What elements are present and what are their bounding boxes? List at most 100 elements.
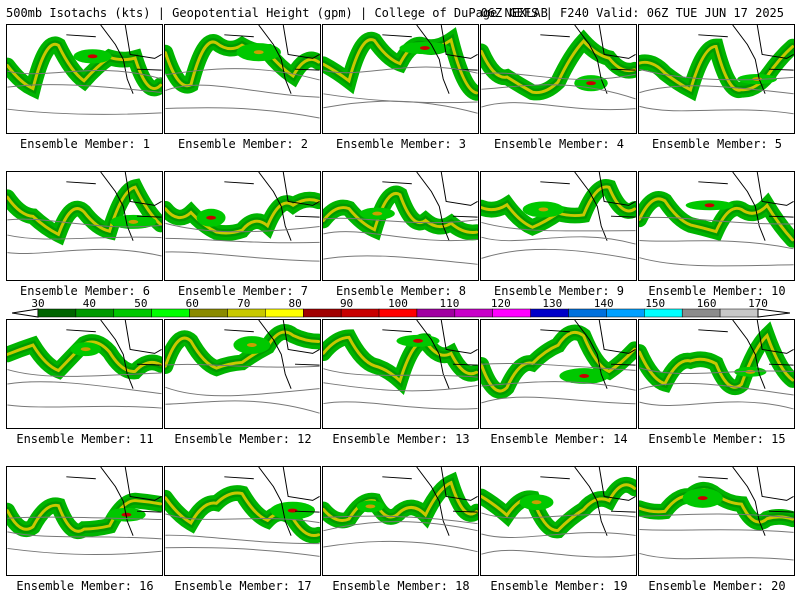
ensemble-panel: [322, 171, 479, 281]
height-contour: [165, 547, 320, 557]
height-contour: [639, 85, 794, 95]
colorbar-swatch: [492, 308, 531, 318]
jet-max: [246, 343, 257, 347]
ensemble-panel: [638, 171, 795, 281]
jet-core: [639, 197, 794, 242]
panel-map: [165, 467, 320, 557]
panel-map: [7, 320, 162, 409]
panel-map: [481, 320, 636, 405]
height-contour: [639, 552, 794, 561]
jet-max: [586, 81, 596, 86]
coastline: [382, 320, 478, 389]
jet-core: [639, 332, 794, 389]
jet-core: [165, 198, 320, 235]
panel-map: [639, 467, 794, 561]
ensemble-panel: [6, 171, 163, 281]
ensemble-panel: [638, 24, 795, 134]
ensemble-panel: [6, 24, 163, 134]
jet-core: [323, 192, 478, 234]
height-contour: [481, 381, 636, 391]
height-contour: [639, 216, 794, 225]
height-contour: [481, 236, 636, 245]
page-title: 500mb Isotachs (kts) | Geopotential Heig…: [6, 6, 548, 20]
panel-map: [481, 25, 636, 111]
height-contour: [7, 84, 162, 93]
height-contour: [481, 102, 636, 111]
jet-max: [372, 211, 383, 216]
panel-label: Ensemble Member: 6: [19, 284, 151, 298]
colorbar-swatch: [681, 308, 721, 318]
jet-max: [253, 50, 264, 55]
panel-map: [7, 25, 162, 115]
panel-label: Ensemble Member: 5: [651, 137, 783, 151]
height-contour: [323, 217, 478, 224]
height-contour: [7, 381, 162, 395]
height-contour: [323, 231, 478, 242]
height-contour: [7, 108, 162, 115]
panel-label: Ensemble Member: 8: [335, 284, 467, 298]
jet-core: [7, 499, 162, 533]
panel-label: Ensemble Member: 3: [335, 137, 467, 151]
colorbar-swatch: [719, 308, 759, 318]
ensemble-panel: [322, 466, 479, 576]
height-contour: [323, 515, 478, 525]
height-contour: [7, 404, 162, 409]
colorbar-tick-label: 50: [134, 297, 148, 310]
coastline: [382, 467, 478, 536]
height-contour: [481, 248, 636, 261]
coastline: [698, 172, 794, 241]
jet-core: [481, 483, 636, 532]
jet-max: [80, 347, 91, 352]
jet-max: [413, 338, 423, 343]
colorbar-swatch: [189, 308, 228, 318]
panel-map: [639, 320, 794, 410]
height-contour: [165, 513, 320, 524]
colorbar-over-arrow: [757, 308, 790, 318]
colorbar-swatch: [151, 308, 190, 318]
height-contour: [639, 528, 794, 533]
ensemble-panel: [322, 319, 479, 429]
ensemble-panel: [480, 466, 637, 576]
panel-label: Ensemble Member: 10: [648, 284, 786, 298]
ensemble-panel: [322, 24, 479, 134]
height-contour: [323, 540, 478, 553]
height-contour: [165, 534, 320, 545]
jet-max: [365, 504, 376, 509]
coastline: [540, 320, 636, 389]
coastline: [698, 25, 794, 94]
coastline: [382, 25, 478, 94]
panel-label: Ensemble Member: 18: [332, 579, 470, 593]
height-contour: [7, 531, 162, 540]
height-contour: [481, 72, 636, 80]
height-contour: [323, 382, 478, 392]
height-contour: [481, 396, 636, 405]
jet-max: [121, 512, 132, 517]
panel-label: Ensemble Member: 13: [332, 432, 470, 446]
ensemble-panel: [164, 466, 321, 576]
colorbar-tick-label: 80: [288, 297, 302, 310]
coastline: [224, 172, 320, 241]
colorbar-tick-label: 150: [645, 297, 666, 310]
height-contour: [7, 70, 162, 80]
jet-core: [481, 330, 636, 393]
height-contour: [639, 401, 794, 410]
panel-label: Ensemble Member: 11: [16, 432, 154, 446]
run-info: 06Z GEFS | F240 Valid: 06Z TUE JUN 17 20…: [480, 6, 784, 20]
colorbar-under-arrow: [12, 308, 39, 318]
jet-max: [419, 46, 430, 51]
height-contour: [481, 532, 636, 539]
panel-map: [481, 467, 636, 558]
height-contour: [323, 401, 478, 410]
height-contour: [639, 105, 794, 115]
height-contour: [639, 513, 794, 519]
jet-core: [323, 335, 478, 384]
colorbar-swatch: [340, 308, 380, 318]
colorbar-swatch: [644, 308, 683, 318]
jet-max: [87, 54, 98, 59]
colorbar-swatch: [265, 308, 304, 318]
jet-max: [538, 207, 549, 212]
height-contour: [323, 255, 478, 265]
panel-map: [323, 25, 478, 114]
jet-core: [165, 330, 320, 370]
height-contour: [323, 368, 478, 378]
